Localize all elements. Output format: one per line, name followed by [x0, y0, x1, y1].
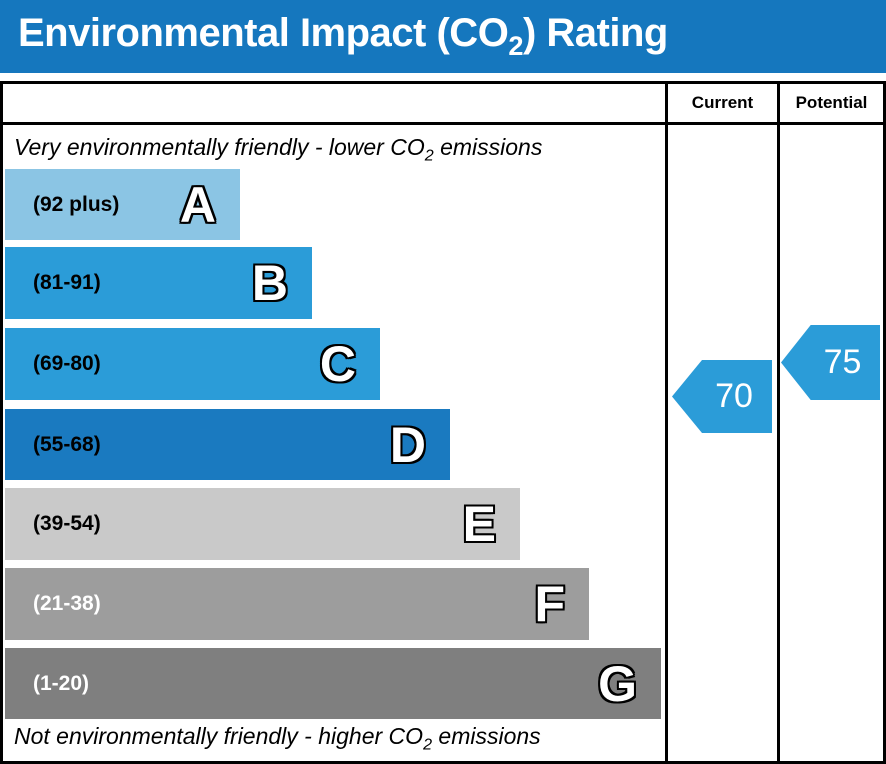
column-header-potential: Potential — [795, 93, 868, 112]
band-b-range: (81-91) — [33, 271, 101, 294]
top-note-text: Very environmentally friendly - lower CO — [14, 134, 425, 160]
co2-subscript: 2 — [508, 30, 523, 61]
header-row-divider — [0, 122, 886, 125]
bottom-note-text: Not environmentally friendly - higher CO — [14, 723, 424, 749]
column-header-current: Current — [691, 93, 754, 112]
band-e-letter: E — [462, 496, 496, 552]
band-c-range: (69-80) — [33, 352, 101, 375]
band-a-letter: A — [179, 176, 216, 233]
band-g-range: (1-20) — [33, 671, 90, 695]
page-title-suffix: ) Rating — [522, 11, 668, 55]
band-f-letter: F — [534, 576, 565, 632]
co2-subscript: 2 — [424, 146, 434, 165]
potential-rating-value: 75 — [823, 343, 862, 381]
band-b: (81-91) B — [5, 247, 312, 319]
band-e: (39-54) E — [5, 488, 520, 560]
band-c-letter: C — [319, 336, 356, 392]
band-g: (1-20) G — [5, 648, 661, 719]
title-bar: Environmental Impact (CO2) Rating — [0, 0, 886, 73]
table-border — [0, 81, 886, 764]
band-d-range: (55-68) — [33, 432, 101, 456]
band-f: (21-38) F — [5, 568, 589, 640]
band-a: (92 plus) A — [5, 169, 240, 240]
band-d: (55-68) D — [5, 409, 450, 480]
page-title: Environmental Impact (CO2) Rating — [18, 11, 668, 62]
current-rating-value: 70 — [715, 377, 753, 415]
band-e-range: (39-54) — [33, 512, 101, 535]
page-title-text: Environmental Impact (CO — [18, 11, 509, 55]
band-c: (69-80) C — [5, 328, 380, 400]
column-divider-current-potential — [777, 81, 780, 764]
band-d-letter: D — [389, 416, 426, 473]
top-note: Very environmentally friendly - lower CO… — [14, 134, 542, 166]
band-f-range: (21-38) — [33, 592, 101, 615]
band-b-letter: B — [251, 255, 288, 311]
band-g-letter: G — [598, 655, 637, 712]
top-note-suffix: emissions — [433, 134, 543, 160]
bottom-note: Not environmentally friendly - higher CO… — [14, 723, 541, 755]
bottom-note-suffix: emissions — [432, 723, 541, 749]
column-divider-main-current — [665, 81, 668, 764]
potential-rating-arrow: 75 — [781, 325, 880, 400]
co2-subscript: 2 — [423, 735, 433, 754]
band-a-range: (92 plus) — [33, 192, 120, 216]
